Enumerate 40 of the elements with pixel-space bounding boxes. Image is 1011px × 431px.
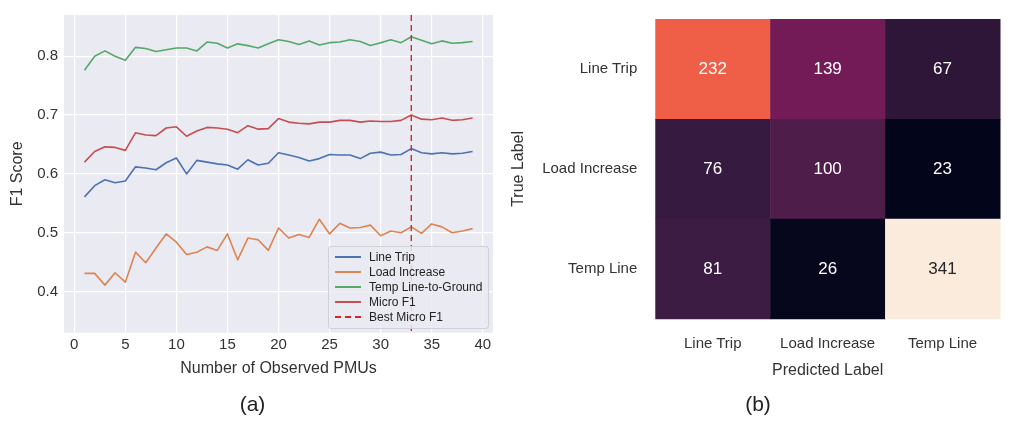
data-label: 100 [813,158,842,178]
x-tick-label: 35 [423,334,441,352]
text: (a) [238,392,267,416]
data-label: 81 [703,258,723,278]
x-tick-label: 40 [474,334,492,352]
data-label: 26 [818,258,838,278]
x-tick-label: 25 [321,334,338,352]
legend-label: Line Trip [369,250,416,265]
data-label: 23 [933,158,953,178]
x-tick-label: Load Increase [780,333,876,351]
legend-label: Micro F1 [369,295,416,310]
ref-line-label: Best Micro F1 [369,310,444,325]
x-axis-title: Number of Observed PMUs [180,358,377,376]
data-label: 139 [813,58,842,78]
x-tick-label: 15 [219,334,236,352]
y-axis-title: F1 Score [8,141,26,207]
data-label: 76 [703,158,723,178]
x-tick-label: Temp Line [907,333,978,351]
y-tick-label: Temp Line [568,258,638,276]
y-tick-label: 0.4 [37,281,59,299]
legend-label: Temp Line-to-Ground [369,280,483,295]
data-label: 341 [928,258,957,278]
x-tick-label: 30 [372,334,389,352]
y-tick-label: Load Increase [542,159,638,177]
y-tick-label: 0.5 [37,222,59,240]
y-tick-label: 0.7 [37,105,59,123]
y-axis-title: True Label [509,130,527,207]
y-tick-label: 0.6 [37,164,59,182]
data-label: 67 [933,58,953,78]
x-tick-label: 0 [70,334,79,352]
text: (b) [744,392,772,416]
x-tick-label: 5 [121,334,130,352]
data-label: 232 [698,58,727,78]
x-tick-label: 20 [270,334,287,352]
legend-label: Load Increase [369,265,446,280]
x-axis-title: Predicted Label [772,360,884,378]
x-tick-label: 10 [168,334,185,352]
x-tick-label: Line Trip [683,333,742,351]
y-tick-label: Line Trip [579,59,638,77]
y-tick-label: 0.8 [37,46,59,64]
